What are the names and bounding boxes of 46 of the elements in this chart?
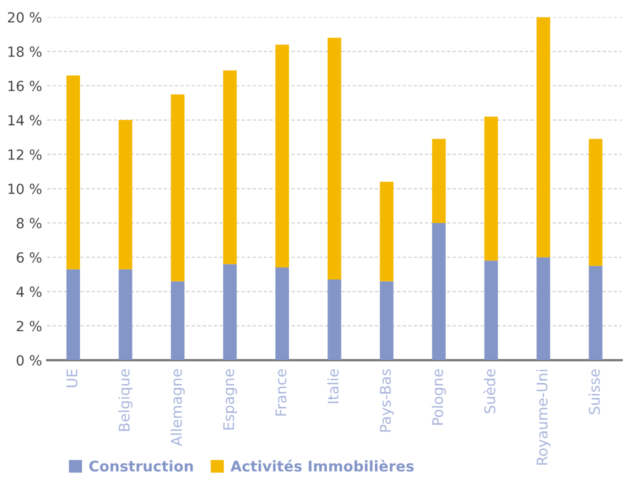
bar	[432, 138, 446, 223]
x-tick-label: Royaume-Uni	[536, 370, 550, 465]
bar	[223, 264, 237, 360]
bar	[588, 138, 602, 266]
y-tick-label: 4 %	[16, 286, 42, 298]
x-tick-label: Espagne	[223, 369, 237, 430]
bar	[275, 268, 289, 360]
x-tick-label: Pays-Bas	[380, 369, 394, 432]
legend-label: Activités Immobilières	[230, 460, 414, 472]
bar	[118, 120, 132, 270]
bar	[328, 280, 342, 360]
bar	[275, 44, 289, 268]
x-tick-label: UE	[66, 369, 78, 388]
bar	[484, 260, 498, 360]
y-tick-label: 10 %	[8, 184, 42, 194]
bar	[380, 281, 394, 360]
y-tick-label: 8 %	[16, 218, 42, 228]
y-tick-label: 14 %	[8, 115, 42, 126]
y-tick-label: 18 %	[8, 46, 42, 57]
x-tick-label: Belgique	[118, 369, 133, 431]
bar	[328, 38, 342, 280]
bar	[66, 269, 80, 360]
bar	[170, 94, 184, 282]
y-tick-label: 16 %	[8, 80, 42, 92]
x-tick-label: Allemagne	[170, 369, 185, 446]
bar	[223, 70, 237, 264]
y-tick-label: 2 %	[16, 320, 42, 332]
bar	[588, 266, 602, 360]
bar	[536, 17, 550, 258]
x-tick-label: Italie	[327, 369, 339, 404]
x-tick-label: France	[276, 369, 286, 416]
x-tick-label: Suède	[483, 369, 496, 414]
x-tick-label: Pologne	[432, 369, 446, 425]
bar	[432, 222, 446, 360]
bar	[484, 116, 498, 261]
y-tick-label: 20 %	[8, 12, 42, 23]
y-tick-label: 6 %	[16, 252, 42, 263]
bar	[170, 281, 184, 360]
bar	[66, 75, 80, 270]
bar	[380, 182, 394, 282]
bar	[118, 269, 132, 360]
y-tick-label: 12 %	[8, 149, 42, 160]
bar	[536, 257, 550, 360]
x-tick-label: Suisse	[588, 369, 600, 414]
legend-label: Construction	[89, 460, 193, 472]
y-tick-label: 0 %	[16, 355, 42, 366]
